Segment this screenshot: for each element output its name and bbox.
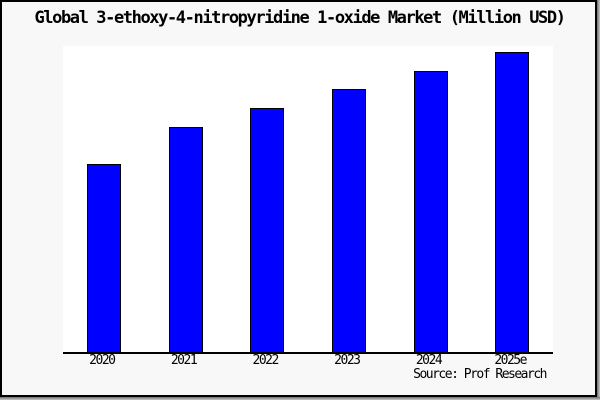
bar-2023 [331,89,366,352]
frame-shadow-right [597,0,600,400]
bar-2025e [495,52,530,352]
chart-title: Global 3-ethoxy-4-nitropyridine 1-oxide … [34,8,565,28]
bar-2021 [168,127,203,352]
bar-2024 [413,71,448,352]
plot-area [63,46,553,354]
frame-shadow-bottom [0,397,600,400]
source-note: Source: Prof Research [413,367,547,382]
bar-2022 [250,108,285,352]
bar-2020 [86,164,121,352]
